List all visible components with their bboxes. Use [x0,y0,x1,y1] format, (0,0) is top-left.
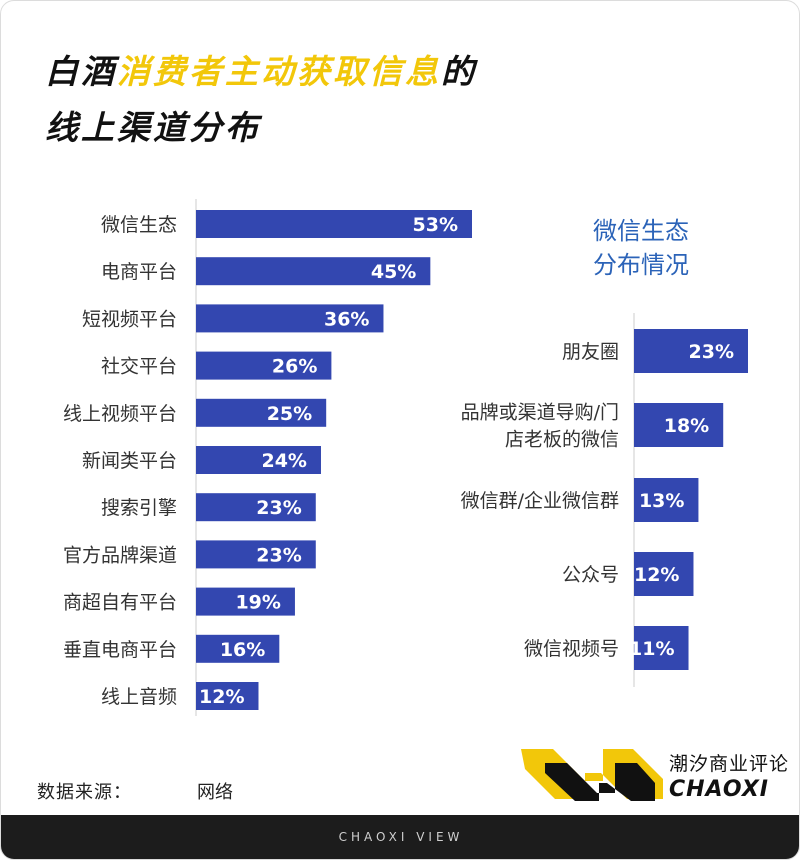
source-label: 数据来源： [37,782,132,803]
title-highlight: 消费者主动获取信息 [117,52,441,91]
bar [634,329,748,373]
bar [196,682,259,710]
value-label: 12% [634,564,679,586]
bar [196,351,332,380]
value-label: 53% [413,214,458,236]
category-label: 品牌或渠道导购/门 [461,402,619,424]
bar [196,210,472,238]
footer-bar: CHAOXI VIEW [1,815,799,859]
bar [196,257,431,286]
page-title-line-1: 白酒消费者主动获取信息的 [45,45,477,93]
category-label: 商超自有平台 [63,592,177,614]
value-label: 23% [256,544,301,566]
wechat-chart-title: 微信生态 [593,217,689,245]
value-label: 45% [371,261,416,283]
source-value: 网络 [197,782,233,803]
bar [634,626,689,670]
category-label: 微信生态 [101,214,177,236]
value-label: 16% [220,639,265,661]
category-label: 微信视频号 [524,638,619,660]
value-label: 13% [639,490,684,512]
category-label: 社交平台 [101,356,177,378]
category-label: 搜索引擎 [101,497,177,519]
value-label: 11% [629,638,674,660]
value-label: 19% [235,592,280,614]
category-label: 官方品牌渠道 [63,544,177,566]
category-label: 垂直电商平台 [63,639,177,661]
page-title-line-2: 线上渠道分布 [45,108,261,147]
bar [196,587,295,616]
bar [196,493,316,522]
value-label: 18% [664,415,709,437]
title-prefix: 白酒 [45,52,117,91]
main-bar-chart: 微信生态 53% 电商平台 45% 短视频平台 36% 社交平台 26% 线上视频平台 25% 新闻… [63,199,472,716]
value-label: 25% [267,403,312,425]
category-label: 公众号 [562,564,619,586]
value-label: 24% [261,450,306,472]
value-label: 23% [689,341,734,363]
bar [634,478,699,522]
bar [196,634,280,663]
brand-logo [521,749,663,801]
category-label: 朋友圈 [562,341,619,363]
value-label: 36% [324,308,369,330]
category-label: 新闻类平台 [82,450,177,472]
brand-name-en: CHAOXI [669,777,769,802]
brand-name-cn: 潮汐商业评论 [669,753,790,775]
bar [196,304,384,333]
title-suffix: 的 [441,52,477,91]
bar [634,552,694,596]
category-label: 电商平台 [101,261,177,283]
value-label: 26% [272,356,317,378]
category-label: 店老板的微信 [505,429,619,451]
value-label: 12% [199,686,244,708]
value-label: 23% [256,497,301,519]
category-label: 线上视频平台 [63,403,177,425]
wechat-chart-title: 分布情况 [593,251,689,279]
category-label: 短视频平台 [82,308,177,330]
bar [634,403,724,447]
bar [196,540,316,569]
category-label: 线上音频 [101,686,177,708]
logo-black-stroke [545,763,655,801]
bar [196,398,327,427]
category-label: 微信群/企业微信群 [461,490,619,512]
bar [196,446,321,474]
